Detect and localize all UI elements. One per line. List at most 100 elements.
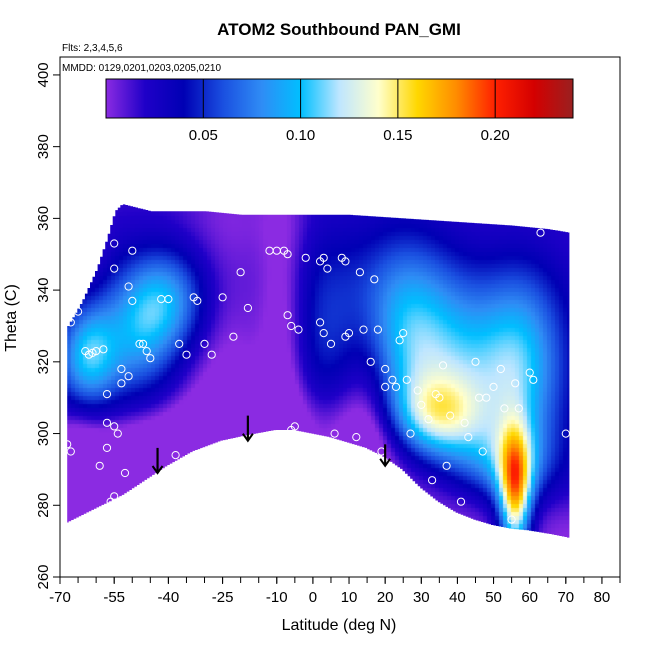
- observation-point: [66, 318, 75, 327]
- observation-point: [424, 415, 433, 424]
- observation-point: [283, 311, 292, 320]
- observation-point: [529, 375, 538, 384]
- observation-point: [359, 325, 368, 334]
- x-tick-label: -70: [49, 589, 71, 606]
- observation-point: [341, 257, 350, 266]
- colorbar-tick-label: 0.05: [189, 127, 218, 144]
- observation-point: [229, 332, 238, 341]
- observation-point: [330, 429, 339, 438]
- observation-point: [243, 303, 252, 313]
- observation-point: [326, 339, 336, 348]
- observation-point: [110, 492, 119, 501]
- observation-point: [175, 339, 184, 348]
- observation-point: [471, 357, 480, 366]
- x-tick-label: 20: [377, 589, 394, 606]
- observation-point: [507, 515, 516, 524]
- observation-point: [124, 282, 133, 291]
- arrow-marker: [242, 415, 254, 443]
- x-tick-label: 70: [557, 589, 574, 606]
- observation-point: [319, 253, 328, 262]
- observation-point: [464, 433, 473, 442]
- observation-point: [92, 347, 101, 356]
- observation-point: [301, 253, 310, 262]
- x-tick-label: 0: [309, 589, 317, 606]
- observation-point: [102, 418, 112, 427]
- y-tick-label: 280: [35, 493, 52, 518]
- tropopause-arrows: [151, 415, 391, 475]
- observation-point: [446, 411, 455, 420]
- observation-point: [124, 372, 133, 381]
- observation-point: [66, 447, 75, 456]
- dates-note: MMDD: 0129,0201,0203,0205,0210: [62, 63, 221, 74]
- observation-point: [388, 375, 397, 384]
- y-axis: 260 280 300 320 340 360 380 400: [35, 62, 60, 590]
- observation-point: [442, 461, 451, 470]
- flights-note: Flts: 2,3,4,5,6: [62, 43, 123, 54]
- observation-point: [117, 379, 126, 388]
- observation-point: [117, 364, 126, 374]
- observation-point: [146, 354, 155, 363]
- observation-point: [413, 386, 422, 395]
- observation-point: [381, 382, 390, 391]
- observation-point: [283, 250, 292, 259]
- observation-point: [402, 375, 411, 384]
- arrow-marker: [151, 447, 164, 475]
- observation-point: [171, 451, 180, 460]
- x-axis-label: Latitude (deg N): [282, 617, 397, 634]
- observation-point: [128, 296, 137, 305]
- observation-point: [110, 239, 119, 248]
- colorbar-tick-label: 0.20: [481, 127, 510, 144]
- x-tick-label: -40: [158, 589, 180, 606]
- observation-point: [316, 318, 325, 327]
- observation-point: [511, 379, 520, 388]
- observation-point: [366, 357, 375, 366]
- observation-point: [500, 404, 509, 413]
- observation-point: [63, 440, 72, 449]
- observation-point: [294, 325, 303, 334]
- colorbar-tick-label: 0.10: [286, 127, 315, 144]
- observation-point: [139, 339, 148, 348]
- observation-point: [525, 368, 534, 377]
- observation-point: [135, 339, 144, 348]
- observation-point: [142, 347, 151, 356]
- observation-point: [489, 382, 498, 391]
- heatmap: [67, 204, 570, 538]
- x-tick-label: 80: [594, 589, 611, 606]
- observation-point: [200, 447, 209, 456]
- y-tick-label: 340: [35, 278, 52, 303]
- observation-point: [95, 461, 104, 470]
- observation-point: [352, 433, 361, 442]
- observation-point: [406, 429, 415, 438]
- observation-point: [381, 364, 390, 374]
- observation-point: [207, 350, 216, 359]
- chart-title: ATOM2 Southbound PAN_GMI: [217, 20, 461, 39]
- observation-point: [164, 295, 173, 304]
- observation-point: [460, 418, 469, 427]
- observation-point: [120, 468, 130, 478]
- observation-point: [482, 393, 491, 402]
- observation-point: [391, 382, 401, 391]
- observation-point: [236, 268, 245, 277]
- observation-point: [218, 293, 227, 302]
- x-tick-label: -25: [212, 589, 234, 606]
- observation-point: [399, 329, 408, 338]
- y-tick-label: 320: [35, 349, 52, 374]
- observation-point: [370, 275, 379, 284]
- observation-points: [63, 228, 570, 524]
- y-tick-label: 380: [35, 134, 52, 159]
- observation-point: [417, 400, 426, 409]
- x-tick-label: 50: [485, 589, 502, 606]
- observation-point: [193, 296, 202, 305]
- observation-point: [182, 350, 191, 359]
- heatmap-image: [67, 204, 570, 538]
- observation-point: [200, 339, 209, 348]
- observation-point: [319, 329, 328, 338]
- observation-point: [395, 336, 404, 345]
- observation-point: [428, 476, 437, 485]
- observation-point: [74, 307, 83, 316]
- observation-point: [113, 429, 122, 438]
- observation-point: [344, 329, 354, 338]
- observation-point: [438, 361, 448, 370]
- observation-point: [355, 268, 364, 277]
